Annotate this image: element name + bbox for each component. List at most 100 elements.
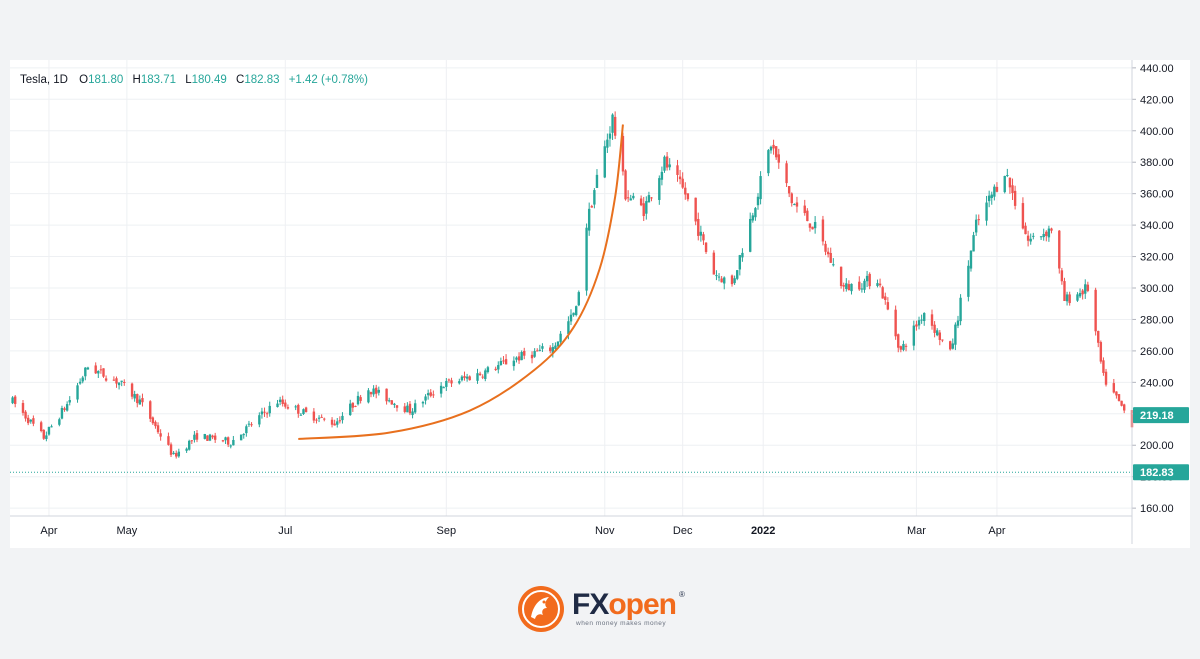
candle-body xyxy=(268,405,271,414)
candle-body xyxy=(190,440,194,442)
candle-body xyxy=(175,453,178,457)
candle-body xyxy=(759,176,762,200)
candle-body xyxy=(1050,228,1053,231)
candle-body xyxy=(47,426,51,435)
candle-body xyxy=(63,408,66,410)
candle-body xyxy=(606,139,609,148)
candle-body xyxy=(549,347,552,352)
candle-body xyxy=(208,434,212,441)
candle-body xyxy=(1039,236,1043,238)
candle-body xyxy=(1063,281,1066,301)
chart-card[interactable]: 160.00180.00200.00220.00240.00260.00280.… xyxy=(10,60,1190,548)
candle-body xyxy=(613,116,617,136)
candle-body xyxy=(221,440,225,442)
candle-body xyxy=(1024,225,1027,235)
candle-body xyxy=(736,270,739,279)
candle-body xyxy=(484,370,487,379)
candle-body xyxy=(790,193,793,204)
candle-body xyxy=(390,400,393,405)
candle-body xyxy=(624,170,627,200)
candle-body xyxy=(1026,235,1030,241)
candle-body xyxy=(712,252,716,275)
x-tick-label: 2022 xyxy=(751,525,775,537)
candle-body xyxy=(104,378,108,381)
candle-body xyxy=(385,388,388,402)
candle-body xyxy=(1099,342,1103,362)
candle-body xyxy=(917,320,921,326)
price-chart[interactable]: 160.00180.00200.00220.00240.00260.00280.… xyxy=(10,60,1190,548)
candle-body xyxy=(294,406,297,408)
candle-body xyxy=(188,440,191,450)
candle-body xyxy=(1117,394,1121,401)
candle-body xyxy=(250,424,253,426)
candle-body xyxy=(1006,175,1009,177)
candle-body xyxy=(439,385,443,394)
candle-body xyxy=(665,156,669,168)
candle-body xyxy=(494,368,497,370)
candle-body xyxy=(730,275,734,285)
candle-body xyxy=(920,319,923,321)
candle-body xyxy=(772,144,775,149)
candle-body xyxy=(320,416,323,418)
candle-body xyxy=(541,346,544,349)
candle-body xyxy=(774,146,778,158)
fxopen-logo[interactable]: FXopen ® when money makes money xyxy=(516,584,696,634)
candle-body xyxy=(860,288,864,290)
candle-body xyxy=(694,197,697,222)
candle-body xyxy=(1120,400,1123,406)
candle-body xyxy=(193,434,196,440)
candle-body xyxy=(39,422,43,432)
grid-layer xyxy=(10,60,1132,516)
high-value: 183.71 xyxy=(140,74,176,86)
candle-body xyxy=(167,436,170,445)
candle-body xyxy=(629,198,632,201)
candle-body xyxy=(793,204,796,206)
candle-body xyxy=(426,393,430,396)
candle-body xyxy=(681,178,684,188)
x-tick-label: May xyxy=(116,525,137,537)
candle-body xyxy=(185,448,188,451)
candle-body xyxy=(642,203,645,217)
candle-body xyxy=(141,398,144,403)
candle-body xyxy=(375,387,378,394)
candle-body xyxy=(239,434,243,441)
candle-body xyxy=(58,419,61,425)
candle-body xyxy=(138,399,142,405)
candle-body xyxy=(1003,176,1006,193)
candle-body xyxy=(245,426,248,434)
candle-body xyxy=(1112,383,1116,393)
candle-body xyxy=(1060,270,1064,282)
candle-body xyxy=(785,163,788,184)
candle-body xyxy=(787,186,791,194)
candle-body xyxy=(1011,185,1014,194)
candle-body xyxy=(149,401,152,419)
candle-body xyxy=(587,208,591,231)
candle-body xyxy=(60,407,64,419)
candle-body xyxy=(572,312,575,316)
candle-body xyxy=(299,414,303,416)
candle-body xyxy=(42,429,45,439)
candle-body xyxy=(551,347,555,354)
y-tick-label: 200.00 xyxy=(1140,440,1174,452)
candle-body xyxy=(395,405,399,408)
candle-body xyxy=(323,418,326,420)
candle-body xyxy=(478,373,482,376)
candle-body xyxy=(450,380,453,384)
candle-body xyxy=(226,437,230,445)
candle-body xyxy=(938,332,942,340)
y-tick-label: 420.00 xyxy=(1140,94,1174,106)
candle-body xyxy=(1123,404,1126,411)
candle-body xyxy=(460,376,464,381)
candle-body xyxy=(369,392,373,395)
registered-mark: ® xyxy=(679,590,685,599)
candle-body xyxy=(878,283,882,286)
candle-body xyxy=(1084,284,1087,294)
candle-body xyxy=(658,178,661,200)
candle-body xyxy=(569,314,573,322)
candle-body xyxy=(577,292,580,306)
candle-body xyxy=(590,206,593,208)
candle-body xyxy=(442,387,445,389)
candle-body xyxy=(354,405,357,407)
candle-body xyxy=(213,435,217,440)
open-value: 181.80 xyxy=(88,74,124,86)
